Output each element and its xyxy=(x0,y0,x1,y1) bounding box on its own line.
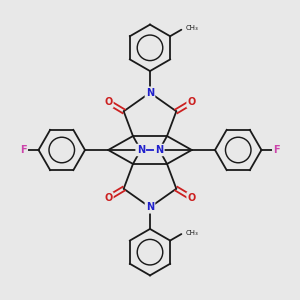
Text: F: F xyxy=(20,145,27,155)
Text: F: F xyxy=(273,145,280,155)
Text: CH₃: CH₃ xyxy=(185,25,198,31)
Text: O: O xyxy=(104,193,112,203)
Text: N: N xyxy=(146,88,154,98)
Text: O: O xyxy=(188,97,196,107)
Text: O: O xyxy=(104,97,112,107)
Text: O: O xyxy=(188,193,196,203)
Text: N: N xyxy=(155,145,164,155)
Text: N: N xyxy=(146,202,154,212)
Text: CH₃: CH₃ xyxy=(185,230,198,236)
Text: N: N xyxy=(136,145,145,155)
